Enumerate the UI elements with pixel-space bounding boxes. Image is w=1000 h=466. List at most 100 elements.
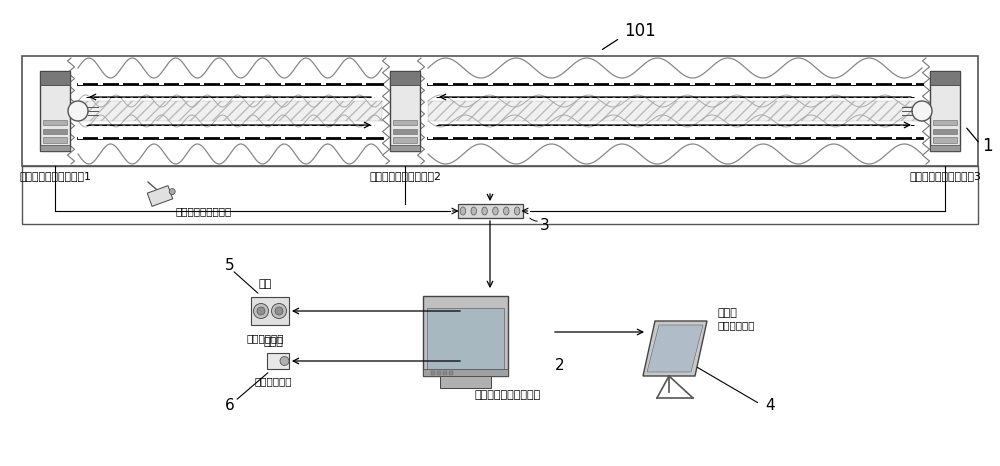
- Bar: [260, 137, 265, 139]
- Ellipse shape: [460, 207, 466, 215]
- Bar: [281, 137, 285, 139]
- Bar: [509, 83, 513, 85]
- Bar: [98, 137, 103, 139]
- Bar: [240, 137, 245, 139]
- Bar: [22, 56, 978, 166]
- Bar: [458, 204, 522, 218]
- Bar: [730, 137, 735, 139]
- Bar: [791, 83, 795, 85]
- Text: 广播: 广播: [258, 279, 272, 289]
- Text: 3: 3: [540, 219, 550, 233]
- Bar: [423, 296, 508, 376]
- Bar: [690, 137, 695, 139]
- Bar: [40, 71, 70, 85]
- Bar: [650, 137, 654, 139]
- Polygon shape: [647, 325, 703, 372]
- Ellipse shape: [493, 207, 498, 215]
- Bar: [892, 83, 896, 85]
- Circle shape: [275, 307, 283, 315]
- Bar: [22, 166, 978, 224]
- Bar: [710, 83, 715, 85]
- Bar: [281, 83, 285, 85]
- Circle shape: [68, 101, 88, 121]
- Bar: [428, 137, 433, 139]
- Text: （系统联动）: （系统联动）: [246, 333, 284, 343]
- Bar: [912, 137, 916, 139]
- Bar: [428, 83, 433, 85]
- Bar: [831, 83, 836, 85]
- Bar: [751, 83, 755, 85]
- Bar: [933, 129, 957, 134]
- Bar: [670, 83, 674, 85]
- Text: 6: 6: [225, 398, 235, 413]
- Bar: [98, 83, 103, 85]
- Bar: [930, 144, 960, 151]
- Bar: [440, 376, 491, 388]
- Bar: [710, 137, 715, 139]
- Bar: [390, 144, 420, 151]
- Bar: [159, 137, 164, 139]
- Bar: [436, 371, 440, 375]
- Ellipse shape: [514, 207, 520, 215]
- Bar: [872, 83, 876, 85]
- Text: 摄像头: 摄像头: [263, 337, 283, 347]
- Bar: [390, 71, 420, 85]
- Bar: [159, 83, 164, 85]
- Bar: [569, 137, 574, 139]
- Circle shape: [169, 189, 175, 194]
- Polygon shape: [643, 321, 707, 376]
- Text: 道路护栏智能检测主杤2: 道路护栏智能检测主杤2: [369, 171, 441, 181]
- Ellipse shape: [504, 207, 509, 215]
- Bar: [200, 137, 204, 139]
- Text: 5: 5: [225, 259, 235, 274]
- Bar: [589, 137, 594, 139]
- Bar: [428, 101, 922, 121]
- Bar: [362, 83, 366, 85]
- Text: （系统联动）: （系统联动）: [254, 376, 292, 386]
- Bar: [851, 83, 856, 85]
- Circle shape: [912, 101, 932, 121]
- Bar: [448, 83, 453, 85]
- Bar: [267, 353, 289, 369]
- Bar: [393, 129, 417, 134]
- Bar: [78, 101, 382, 121]
- Bar: [831, 137, 836, 139]
- Bar: [119, 83, 123, 85]
- Ellipse shape: [482, 207, 487, 215]
- Circle shape: [257, 307, 265, 315]
- Bar: [872, 137, 876, 139]
- Bar: [771, 83, 775, 85]
- Bar: [220, 137, 224, 139]
- Polygon shape: [147, 185, 173, 206]
- Bar: [341, 137, 346, 139]
- Bar: [40, 71, 70, 151]
- Bar: [791, 137, 795, 139]
- Bar: [609, 83, 614, 85]
- Bar: [630, 137, 634, 139]
- Bar: [423, 369, 508, 376]
- Bar: [43, 137, 67, 143]
- Bar: [139, 83, 143, 85]
- Bar: [933, 120, 957, 125]
- Bar: [468, 83, 473, 85]
- Bar: [431, 371, 435, 375]
- Bar: [569, 83, 574, 85]
- Bar: [393, 120, 417, 125]
- Text: 道路护栏智能检测主杤3: 道路护栏智能检测主杤3: [909, 171, 981, 181]
- Bar: [529, 83, 533, 85]
- Bar: [341, 83, 346, 85]
- Bar: [449, 371, 453, 375]
- Bar: [78, 83, 83, 85]
- Bar: [260, 83, 265, 85]
- Bar: [930, 71, 960, 151]
- Bar: [933, 137, 957, 143]
- Bar: [851, 137, 856, 139]
- Bar: [930, 71, 960, 85]
- Bar: [240, 83, 245, 85]
- Bar: [321, 83, 326, 85]
- Bar: [448, 137, 453, 139]
- Text: 4: 4: [765, 398, 775, 413]
- Bar: [488, 137, 493, 139]
- Bar: [670, 137, 674, 139]
- Ellipse shape: [471, 207, 477, 215]
